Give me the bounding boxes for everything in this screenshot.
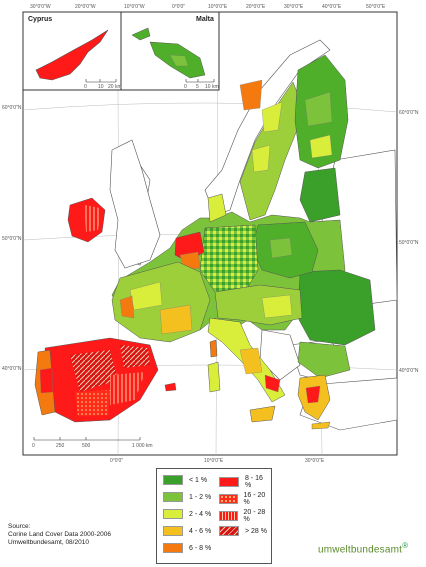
legend-label: 4 - 6 % <box>189 527 212 535</box>
legend-label: 8 - 16 % <box>244 475 263 489</box>
grat-top-5: 20°0'0"E <box>246 4 266 10</box>
legend-swatch <box>163 509 183 519</box>
grat-top-3: 0°0'0" <box>172 4 186 10</box>
legend-item: 20 - 28 % <box>219 509 271 523</box>
source-line-3: Umweltbundesamt, 08/2010 <box>8 539 89 546</box>
legend-swatch <box>163 543 183 553</box>
legend-item: 1 - 2 % <box>163 492 211 502</box>
source-note: Source: Corine Land Cover Data 2000-2006… <box>8 523 111 547</box>
scale-label-0: 0 <box>32 443 35 449</box>
region-romania <box>297 269 376 346</box>
cyprus-shape <box>35 29 109 81</box>
grat-bottom-2: 30°0'0"E <box>305 458 325 464</box>
inset-title-malta: Malta <box>196 16 214 23</box>
cyprus-scale <box>85 79 117 83</box>
legend-label: 1 - 2 % <box>189 493 212 501</box>
malta-scale-label-0: 0 <box>184 84 187 90</box>
malta-scale-label-1: 5 <box>196 84 199 90</box>
region-sardinia <box>207 361 221 393</box>
legend-label: > 28 % <box>245 527 267 535</box>
umweltbundesamt-logo: umweltbundesamt® <box>318 541 408 555</box>
legend-label: 20 - 28 % <box>243 509 266 523</box>
legend: < 1 % 8 - 16 % 1 - 2 % 16 - 20 % 2 - 4 %… <box>156 468 272 564</box>
region-bulgaria <box>297 341 351 379</box>
legend-item: > 28 % <box>219 526 267 536</box>
legend-swatch <box>219 511 238 521</box>
cyprus-scale-label-1: 10 <box>98 84 104 90</box>
grat-right-0: 60°0'0"N <box>399 110 419 116</box>
legend-swatch <box>163 475 183 485</box>
legend-swatch <box>219 526 239 536</box>
norway-outline <box>204 39 331 216</box>
grat-top-1: 20°0'0"W <box>75 4 96 10</box>
grat-left-1: 50°0'0"N <box>2 236 22 242</box>
logo-mark: ® <box>402 541 409 550</box>
inset-malta-frame <box>120 11 220 91</box>
legend-label: 16 - 20 % <box>243 492 266 506</box>
source-line-1: Source: <box>8 523 31 530</box>
grat-top-0: 30°0'0"W <box>30 4 51 10</box>
legend-item: 4 - 6 % <box>163 526 211 536</box>
grat-top-2: 10°0'0"W <box>124 4 145 10</box>
logo-text: umweltbundesamt <box>318 544 403 556</box>
region-sicily <box>249 405 276 423</box>
grat-right-2: 40°0'0"N <box>399 368 419 374</box>
grat-top-4: 10°0'0"E <box>208 4 228 10</box>
gozo-shape <box>131 27 151 41</box>
cyprus-scale-label-0: 0 <box>84 84 87 90</box>
grat-right-1: 50°0'0"N <box>399 240 419 246</box>
legend-item: 2 - 4 % <box>163 509 211 519</box>
legend-item: 8 - 16 % <box>219 475 271 489</box>
cyprus-scale-label-2: 20 km <box>108 84 122 90</box>
malta-scale-label-2: 10 km <box>205 84 219 90</box>
legend-item: 16 - 20 % <box>219 492 271 506</box>
main-scale-bar <box>33 437 141 441</box>
uk-outline <box>109 139 161 269</box>
legend-label: 6 - 8 % <box>189 544 212 552</box>
grat-top-7: 40°0'0"E <box>322 4 342 10</box>
grat-left-0: 60°0'0"N <box>2 105 22 111</box>
legend-label: < 1 % <box>189 476 208 484</box>
grat-left-2: 40°0'0"N <box>2 366 22 372</box>
legend-swatch <box>163 492 183 502</box>
grat-bottom-1: 10°0'0"E <box>204 458 224 464</box>
region-baltics <box>299 167 341 223</box>
grat-bottom-0: 0°0'0" <box>110 458 124 464</box>
scale-label-3: 1 000 km <box>132 443 153 449</box>
legend-swatch <box>163 526 183 536</box>
legend-label: 2 - 4 % <box>189 510 212 518</box>
malta-scale <box>185 79 215 83</box>
legend-swatch <box>219 494 238 504</box>
region-denmark <box>207 193 227 223</box>
source-line-2: Corine Land Cover Data 2000-2006 <box>8 531 111 538</box>
grat-top-6: 30°0'0"E <box>284 4 304 10</box>
region-germany <box>199 224 259 293</box>
legend-swatch <box>219 477 239 487</box>
legend-item: 6 - 8 % <box>163 543 211 553</box>
legend-item: < 1 % <box>163 475 207 485</box>
grat-top-8: 50°0'0"E <box>366 4 386 10</box>
scale-label-2: 500 <box>82 443 91 449</box>
scale-label-1: 250 <box>56 443 65 449</box>
inset-title-cyprus: Cyprus <box>28 16 53 23</box>
